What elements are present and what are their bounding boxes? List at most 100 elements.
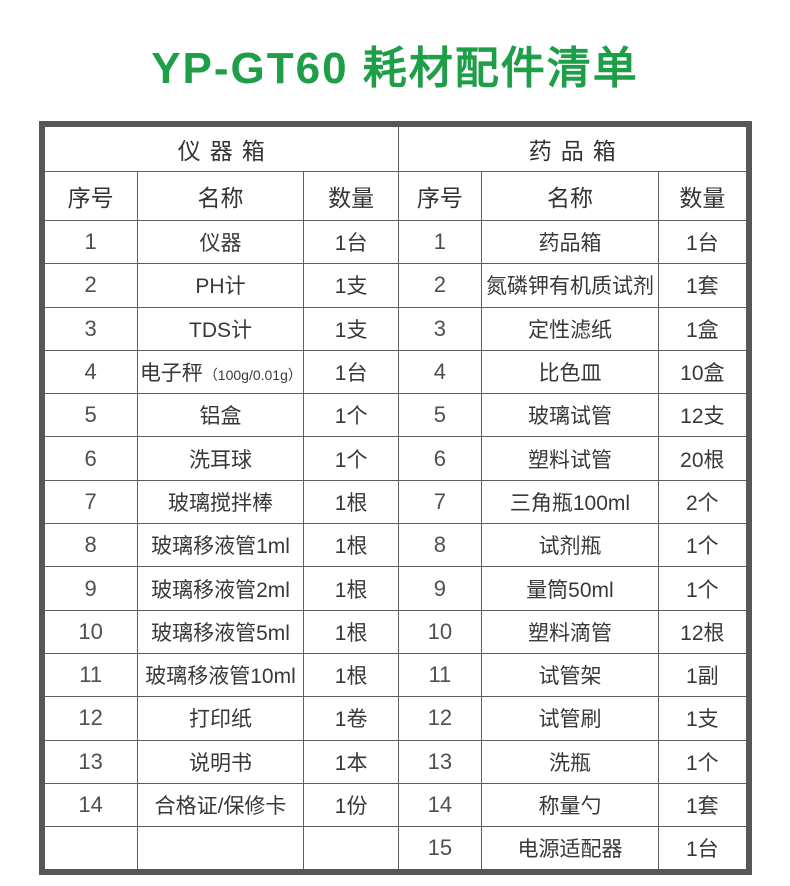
left-qty-cell: 1份 <box>303 782 400 828</box>
table-row: 13 说明书 1本 13 洗瓶 1个 <box>41 739 749 784</box>
right-qty-cell: 1盒 <box>658 306 749 351</box>
page-title: YP-GT60 耗材配件清单 <box>151 44 639 93</box>
left-no-cell: 6 <box>41 436 138 481</box>
right-no-cell: 3 <box>398 306 482 351</box>
left-no-cell: 7 <box>41 479 138 525</box>
right-header-no: 序号 <box>398 171 482 221</box>
left-qty-cell: 1根 <box>303 652 400 698</box>
right-qty-cell: 1台 <box>658 219 749 265</box>
left-qty-cell: 1个 <box>303 436 400 481</box>
table-row: 6 洗耳球 1个 6 塑料试管 20根 <box>41 436 749 481</box>
left-qty-cell: 1台 <box>303 349 400 395</box>
left-qty-cell: 1根 <box>303 479 400 525</box>
table-row: 3 TDS计 1支 3 定性滤纸 1盒 <box>41 306 749 351</box>
left-qty-cell: 1支 <box>303 263 400 308</box>
left-qty-cell: 1本 <box>303 739 400 784</box>
right-qty-cell: 12根 <box>658 609 749 654</box>
left-no-cell: 2 <box>41 263 138 308</box>
right-qty-cell: 1副 <box>658 652 749 698</box>
right-no-cell: 1 <box>398 219 482 265</box>
right-name-cell: 电源适配器 <box>480 826 660 873</box>
spec-note: （100g/0.01g） <box>203 367 302 384</box>
right-no-cell: 5 <box>398 393 482 438</box>
right-no-cell: 11 <box>398 652 482 698</box>
left-no-cell: 9 <box>41 566 138 611</box>
right-name-cell: 塑料试管 <box>480 436 660 481</box>
right-no-cell: 2 <box>398 263 482 308</box>
right-name-cell: 三角瓶100ml <box>480 479 660 525</box>
left-name-cell: 玻璃移液管2ml <box>136 566 305 611</box>
left-no-cell: 10 <box>41 609 138 654</box>
table-row: 7 玻璃搅拌棒 1根 7 三角瓶100ml 2个 <box>41 479 749 525</box>
left-qty-cell: 1根 <box>303 523 400 568</box>
right-name-cell: 定性滤纸 <box>480 306 660 351</box>
left-no-cell: 3 <box>41 306 138 351</box>
box-title-row: 仪器箱 药品箱 <box>40 123 749 172</box>
right-name-cell: 玻璃试管 <box>480 393 660 438</box>
left-no-cell: 11 <box>41 652 138 698</box>
table-row: 12 打印纸 1卷 12 试管刷 1支 <box>41 696 749 741</box>
table-body: 1 仪器 1台 1 药品箱 1台 2 PH计 1支 2 氮磷钾有机质试剂 1套 3 TDS计 1支 3 定性滤纸… <box>41 219 749 873</box>
right-name-cell: 氮磷钾有机质试剂 <box>480 263 660 308</box>
right-name-cell: 试管刷 <box>480 696 660 741</box>
left-qty-cell: 1个 <box>303 393 400 438</box>
right-qty-cell: 20根 <box>658 436 749 481</box>
left-name-cell: 仪器 <box>136 219 305 265</box>
table-row: 4 电子秤（100g/0.01g） 1台 4 比色皿 10盒 <box>41 349 749 395</box>
left-box-title: 仪器箱 <box>40 123 400 172</box>
right-qty-cell: 1支 <box>658 696 749 741</box>
right-qty-cell: 12支 <box>658 393 749 438</box>
right-qty-cell: 1个 <box>658 523 749 568</box>
right-no-cell: 6 <box>398 436 482 481</box>
left-name-cell: 打印纸 <box>136 696 305 741</box>
left-name-cell: PH计 <box>136 263 305 308</box>
right-no-cell: 9 <box>398 566 482 611</box>
right-qty-cell: 10盒 <box>658 349 749 395</box>
table-row: 5 铝盒 1个 5 玻璃试管 12支 <box>41 393 749 438</box>
left-name-cell: 铝盒 <box>136 393 305 438</box>
table-row: 1 仪器 1台 1 药品箱 1台 <box>41 219 749 265</box>
table-row: 10 玻璃移液管5ml 1根 10 塑料滴管 12根 <box>41 609 749 654</box>
table-row: 14 合格证/保修卡 1份 14 称量勺 1套 <box>41 782 749 828</box>
left-no-cell: 13 <box>41 739 138 784</box>
right-name-cell: 药品箱 <box>480 219 660 265</box>
left-header-no: 序号 <box>41 171 138 221</box>
left-header-name: 名称 <box>136 171 305 221</box>
right-qty-cell: 1套 <box>658 263 749 308</box>
left-no-cell: 1 <box>41 219 138 265</box>
right-box-title: 药品箱 <box>398 123 749 172</box>
right-no-cell: 12 <box>398 696 482 741</box>
left-no-cell: 4 <box>41 349 138 395</box>
right-qty-cell: 1个 <box>658 739 749 784</box>
right-no-cell: 14 <box>398 782 482 828</box>
parts-table: 仪器箱 药品箱 序号 名称 数量 序号 名称 数量 1 仪器 1台 1 药品箱 1台 2 PH… <box>38 121 752 876</box>
left-name-cell: TDS计 <box>136 306 305 351</box>
left-no-cell <box>41 826 138 873</box>
right-qty-cell: 1个 <box>658 566 749 611</box>
table-row: 11 玻璃移液管10ml 1根 11 试管架 1副 <box>41 652 749 698</box>
right-qty-cell: 2个 <box>658 479 749 525</box>
left-name-cell: 玻璃移液管10ml <box>136 652 305 698</box>
right-name-cell: 洗瓶 <box>480 739 660 784</box>
column-header-row: 序号 名称 数量 序号 名称 数量 <box>41 171 749 221</box>
left-qty-cell: 1卷 <box>303 696 400 741</box>
left-name-cell: 玻璃移液管5ml <box>136 609 305 654</box>
right-no-cell: 4 <box>398 349 482 395</box>
right-name-cell: 量筒50ml <box>480 566 660 611</box>
right-qty-cell: 1套 <box>658 782 749 828</box>
left-name-cell: 电子秤（100g/0.01g） <box>136 349 305 395</box>
right-qty-cell: 1台 <box>658 826 749 873</box>
left-header-qty: 数量 <box>303 171 400 221</box>
left-name-cell: 洗耳球 <box>136 436 305 481</box>
left-name-cell: 玻璃搅拌棒 <box>136 479 305 525</box>
right-no-cell: 15 <box>398 826 482 873</box>
left-name-cell: 玻璃移液管1ml <box>136 523 305 568</box>
left-no-cell: 12 <box>41 696 138 741</box>
right-no-cell: 8 <box>398 523 482 568</box>
right-name-cell: 试管架 <box>480 652 660 698</box>
right-name-cell: 比色皿 <box>480 349 660 395</box>
left-no-cell: 5 <box>41 393 138 438</box>
right-name-cell: 试剂瓶 <box>480 523 660 568</box>
left-no-cell: 14 <box>41 782 138 828</box>
left-name-cell: 合格证/保修卡 <box>136 782 305 828</box>
